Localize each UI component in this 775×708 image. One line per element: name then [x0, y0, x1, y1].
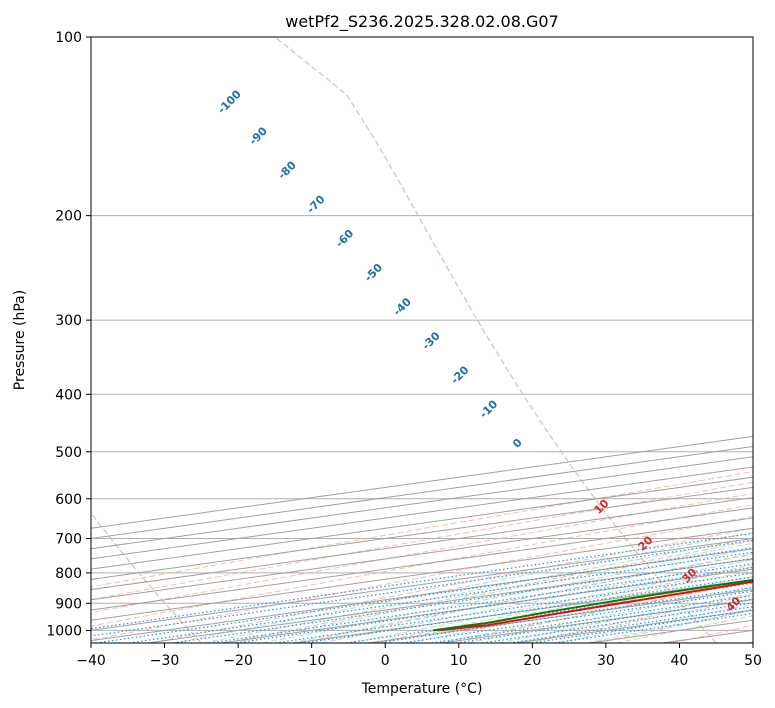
x-tick-label: 10: [450, 653, 468, 669]
dry-adiabat: [91, 504, 753, 627]
y-axis: 100 200 300 400 500 600 700 800 900 1000: [46, 30, 91, 639]
x-tick-label: −10: [297, 653, 327, 669]
plot-background: [91, 37, 753, 643]
moist-adiabat: [439, 581, 753, 643]
skewed-isotherms: [91, 435, 753, 643]
x-axis: −40 −30 −20 −10 0 10 20 30 40 50: [76, 643, 762, 669]
x-tick-label: 40: [671, 653, 689, 669]
mixing-ratio-line: [129, 551, 753, 643]
plot-area: [91, 37, 753, 643]
x-tick-label: 0: [381, 653, 390, 669]
pressure-gridlines: [91, 36, 753, 631]
skewed-isotherm: [91, 537, 753, 631]
y-tick-label: 300: [55, 313, 82, 329]
chart-title: wetPf2_S236.2025.328.02.08.G07: [285, 12, 559, 32]
mixing-ratio-line: [377, 586, 753, 643]
moist-adiabat: [202, 537, 753, 643]
x-axis-title: Temperature (°C): [361, 681, 483, 697]
mixing-ratio-line: [96, 547, 753, 643]
y-tick-label: 1000: [46, 623, 82, 639]
y-tick-label: 600: [55, 492, 82, 508]
y-tick-label: 900: [55, 596, 82, 612]
x-tick-label: −20: [223, 653, 253, 669]
y-tick-label: 400: [55, 387, 82, 403]
moist-adiabat: [320, 559, 753, 643]
mixing-ratio-line: [402, 590, 753, 643]
background-curves: [91, 37, 717, 643]
moist-adiabat: [409, 575, 753, 643]
skewed-isotherm: [91, 466, 753, 560]
y-tick-label: 200: [55, 209, 82, 225]
skewed-isotherm: [91, 456, 753, 550]
dry-adiabat: [373, 566, 753, 643]
x-tick-label: −40: [76, 653, 106, 669]
skewed-isotherm: [91, 527, 753, 621]
mixing-ratio-line: [91, 532, 753, 630]
curved-background-line: [274, 37, 717, 643]
y-tick-label: 500: [55, 445, 82, 461]
x-tick-label: 20: [523, 653, 541, 669]
dry-adiabat: [91, 515, 753, 641]
x-tick-label: 30: [597, 653, 615, 669]
dry-adiabat: [224, 540, 753, 643]
moist-adiabat: [291, 553, 753, 643]
skewed-isotherm: [91, 507, 753, 601]
y-tick-label: 800: [55, 566, 82, 582]
skewed-isotherm: [91, 517, 753, 611]
plot-frame: [90, 36, 754, 644]
moist-adiabat: [173, 531, 753, 643]
skewed-isotherm: [91, 476, 753, 570]
y-tick-label: 700: [55, 532, 82, 548]
mixing-ratio-line: [91, 539, 753, 637]
x-tick-label: 50: [744, 653, 762, 669]
x-tick-label: −30: [150, 653, 180, 669]
mixing-ratio-line: [456, 598, 753, 643]
moist-adiabat: [350, 564, 753, 643]
dry-adiabat: [91, 481, 753, 601]
dry-adiabat: [91, 471, 753, 588]
skewed-isotherm: [91, 497, 753, 591]
mixing-ratio-line: [431, 594, 753, 643]
curved-background-line: [91, 512, 202, 643]
y-axis-title: Pressure (hPa): [12, 290, 28, 390]
y-tick-label: 100: [55, 30, 82, 46]
skewed-isotherm: [91, 486, 753, 580]
moist-adiabat: [261, 548, 753, 643]
